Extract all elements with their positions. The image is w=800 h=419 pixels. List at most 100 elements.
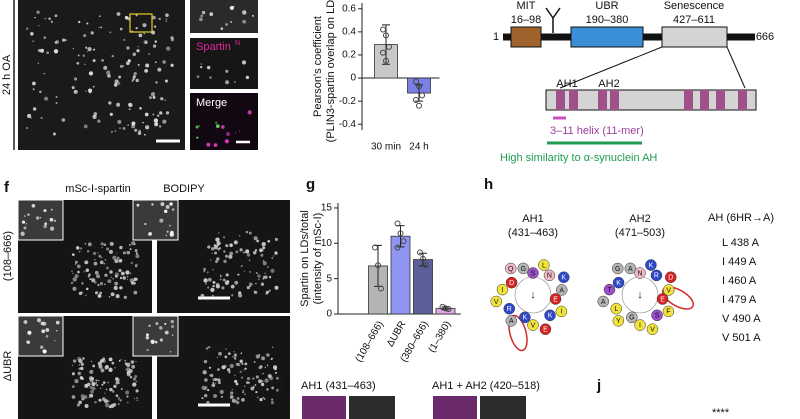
speckle — [119, 64, 123, 68]
speckle — [122, 251, 126, 255]
speckle — [148, 53, 151, 55]
speckle — [231, 388, 234, 391]
helix-band — [569, 90, 578, 110]
residue-letter: N — [547, 273, 552, 280]
speckle — [132, 77, 135, 81]
speckle — [76, 264, 81, 269]
speckle — [145, 336, 150, 340]
speckle — [151, 203, 154, 206]
speckle — [247, 110, 252, 115]
speckle — [87, 47, 92, 52]
speckle — [80, 362, 84, 366]
y-axis-title: Pearson's coefficient — [312, 16, 324, 117]
speckle — [230, 21, 232, 23]
panel-letter: j — [596, 377, 601, 394]
speckle — [23, 226, 27, 230]
speckle — [88, 71, 94, 76]
speckle — [255, 390, 258, 394]
speckle — [48, 17, 51, 21]
speckle — [74, 378, 79, 384]
speckle — [39, 90, 42, 94]
speckle — [129, 375, 133, 379]
residue-letter: L — [542, 262, 546, 269]
speckle — [135, 14, 138, 17]
speckle — [159, 338, 163, 342]
speckle — [216, 356, 219, 358]
speckle — [80, 394, 85, 398]
speckle — [27, 213, 30, 216]
speckle — [203, 359, 208, 364]
speckle — [166, 46, 171, 51]
y-tick-label: 0.4 — [342, 27, 356, 38]
helix-band — [700, 90, 709, 110]
speckle — [162, 119, 167, 124]
speckle — [206, 142, 211, 147]
residue-letter: K — [649, 262, 654, 269]
speckle — [241, 398, 245, 402]
speckle — [207, 245, 211, 249]
speckle — [98, 15, 101, 17]
speckle — [85, 90, 87, 92]
speckle — [206, 271, 209, 274]
data-point — [378, 285, 384, 292]
speckle — [100, 359, 105, 363]
similarity-note: High similarity to α-synuclein AH — [500, 152, 657, 164]
speckle — [217, 378, 221, 382]
speckle — [117, 397, 121, 400]
speckle — [114, 79, 119, 84]
speckle — [116, 252, 118, 254]
residue — [538, 259, 550, 271]
speckle — [131, 364, 136, 369]
speckle — [152, 15, 156, 20]
speckle — [104, 259, 107, 261]
speckle — [203, 278, 208, 283]
residue-letter: A — [559, 287, 564, 294]
speckle — [170, 319, 174, 324]
speckle — [152, 96, 156, 99]
speckle — [255, 375, 259, 379]
speckle — [125, 390, 130, 395]
speckle — [50, 226, 55, 231]
helix-band — [556, 90, 565, 110]
y-axis-title: Spartin on LDs/total — [299, 210, 311, 307]
speckle — [126, 250, 131, 255]
residue — [626, 311, 638, 324]
speckle — [261, 242, 266, 247]
speckle — [268, 289, 271, 292]
speckle — [77, 54, 80, 57]
speckle — [100, 387, 102, 389]
speckle — [90, 31, 94, 35]
speckle — [213, 394, 217, 399]
zoom-line — [559, 46, 663, 89]
speckle — [153, 118, 159, 123]
y-axis-title: (PLIN3-spartin overlap on LDs) — [325, 0, 337, 142]
speckle — [104, 399, 109, 404]
speckle — [224, 139, 229, 144]
speckle — [53, 49, 59, 54]
speckle — [266, 364, 269, 367]
speckle — [217, 381, 221, 385]
wheel-center: ↓ — [530, 289, 536, 301]
speckle — [91, 381, 96, 387]
speckle — [245, 230, 249, 234]
speckle — [213, 245, 218, 250]
speckle — [88, 393, 92, 397]
data-point — [445, 306, 452, 313]
speckle — [132, 52, 137, 56]
residue-letter: D — [668, 275, 673, 282]
speckle — [266, 388, 269, 391]
speckle — [216, 241, 221, 246]
speckle — [90, 360, 93, 363]
speckle — [37, 48, 42, 53]
speckle — [131, 30, 133, 33]
residue — [664, 271, 677, 283]
speckle — [101, 58, 104, 62]
speckle — [75, 260, 78, 264]
speckle — [72, 253, 75, 256]
speckle — [135, 389, 139, 393]
speckle — [224, 254, 229, 258]
speckle — [136, 203, 140, 207]
residue-letter: I — [501, 287, 503, 294]
speckle — [206, 65, 211, 70]
residue — [612, 276, 625, 289]
